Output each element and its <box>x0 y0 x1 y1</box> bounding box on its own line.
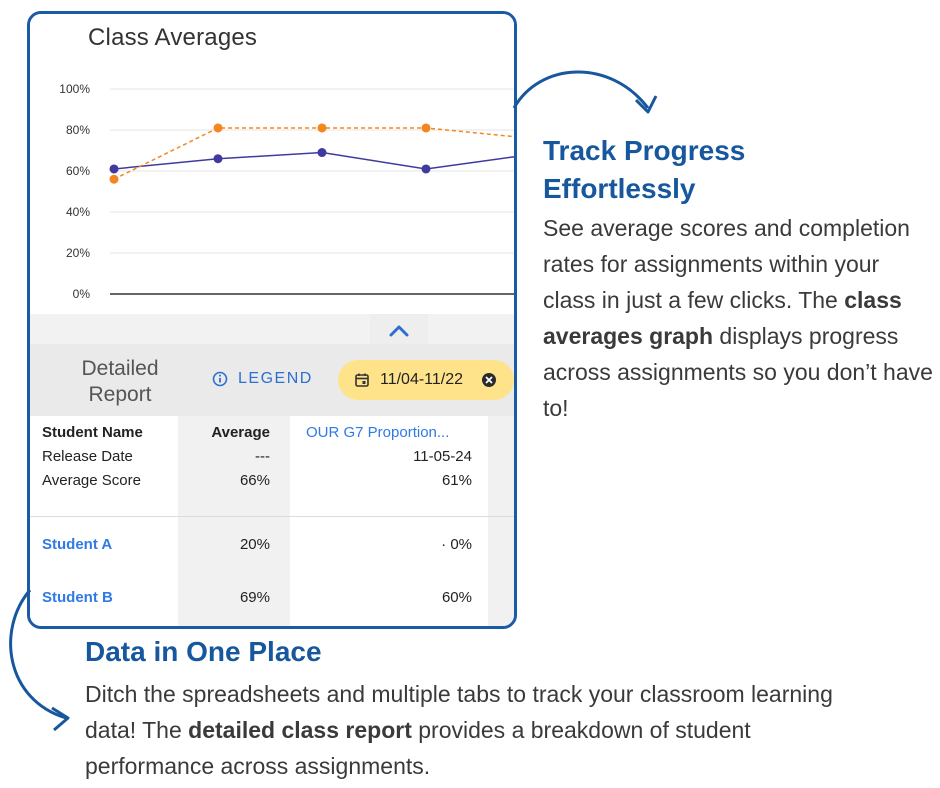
line-chart: 100% 80% 60% 40% 20% 0% <box>59 82 514 301</box>
curved-arrow-icon <box>512 70 658 114</box>
column-header-average[interactable]: Average <box>211 424 270 441</box>
y-tick-label: 20% <box>66 246 90 260</box>
data-point[interactable] <box>109 164 119 174</box>
report-title-line1: Detailed <box>81 357 159 380</box>
next-column-bg <box>488 416 514 626</box>
average-score-label: Average Score <box>42 472 141 489</box>
column-header-assignment[interactable]: OUR G7 Proportion... <box>306 424 450 441</box>
legend-label: LEGEND <box>238 370 313 387</box>
average-score-average: 66% <box>239 472 270 489</box>
chevron-up-icon <box>389 325 409 337</box>
student-link-b[interactable]: Student B <box>42 589 113 606</box>
report-table: Student Name Average OUR G7 Proportion..… <box>30 416 514 626</box>
student-b-average: 69% <box>239 589 270 606</box>
text-after: displays progress across assignments so … <box>543 323 933 421</box>
close-circle-icon[interactable] <box>481 372 497 388</box>
text-bold: class averages graph <box>543 287 902 349</box>
collapse-chart-button[interactable] <box>370 314 428 348</box>
data-one-place-text: Ditch the spreadsheets and multiple tabs… <box>85 676 875 784</box>
y-tick-label: 0% <box>73 287 91 301</box>
data-point[interactable] <box>317 123 327 133</box>
release-date-assignment: 11-05-24 <box>413 448 472 465</box>
track-progress-heading: Track Progress Effortlessly <box>543 132 903 208</box>
class-averages-chart: Class Averages 100% 80% 60% 40% 20% 0% <box>30 14 514 314</box>
text-before: Ditch the spreadsheets and multiple tabs… <box>85 681 833 743</box>
data-point[interactable] <box>421 123 431 133</box>
track-progress-text: See average scores and completion rates … <box>543 210 933 426</box>
calendar-icon <box>355 373 369 387</box>
average-column-bg <box>178 416 290 626</box>
row-divider <box>30 516 514 517</box>
info-icon <box>212 371 228 387</box>
release-date-average: --- <box>255 448 270 465</box>
student-link-a[interactable]: Student A <box>42 536 113 553</box>
data-point[interactable] <box>317 148 327 158</box>
date-range-label: 11/04-11/22 <box>380 371 464 388</box>
report-title: Detailed Report <box>60 356 180 408</box>
data-point[interactable] <box>213 123 223 133</box>
y-tick-label: 40% <box>66 205 90 219</box>
report-header: Detailed Report LEGEND 11/04-11/22 <box>30 344 514 416</box>
heading-line2: Effortlessly <box>543 173 696 204</box>
data-point[interactable] <box>213 154 223 164</box>
student-b-assignment: 60% <box>441 589 472 606</box>
student-a-average: 20% <box>239 536 270 553</box>
series-line-0 <box>113 151 514 170</box>
y-tick-label: 60% <box>66 164 90 178</box>
student-a-assignment: · 0% <box>441 536 472 553</box>
report-title-line2: Report <box>88 383 152 406</box>
y-tick-label: 80% <box>66 123 90 137</box>
average-score-assignment: 61% <box>441 472 472 489</box>
text-before: See average scores and completion rates … <box>543 215 910 313</box>
text-after: provides a breakdown of student performa… <box>85 717 751 779</box>
data-one-place-heading: Data in One Place <box>85 636 322 667</box>
data-point[interactable] <box>421 164 431 174</box>
heading-line1: Track Progress <box>543 135 746 166</box>
date-range-filter[interactable]: 11/04-11/22 <box>338 360 514 400</box>
class-report-card: Class Averages 100% 80% 60% 40% 20% 0% Detail… <box>27 11 517 629</box>
release-date-label: Release Date <box>42 448 133 465</box>
data-point[interactable] <box>109 174 119 184</box>
text-bold: detailed class report <box>188 717 412 743</box>
chart-title: Class Averages <box>88 24 258 51</box>
legend-button[interactable]: LEGEND <box>212 370 313 388</box>
column-header-student-name[interactable]: Student Name <box>42 424 143 441</box>
y-tick-label: 100% <box>59 82 90 96</box>
